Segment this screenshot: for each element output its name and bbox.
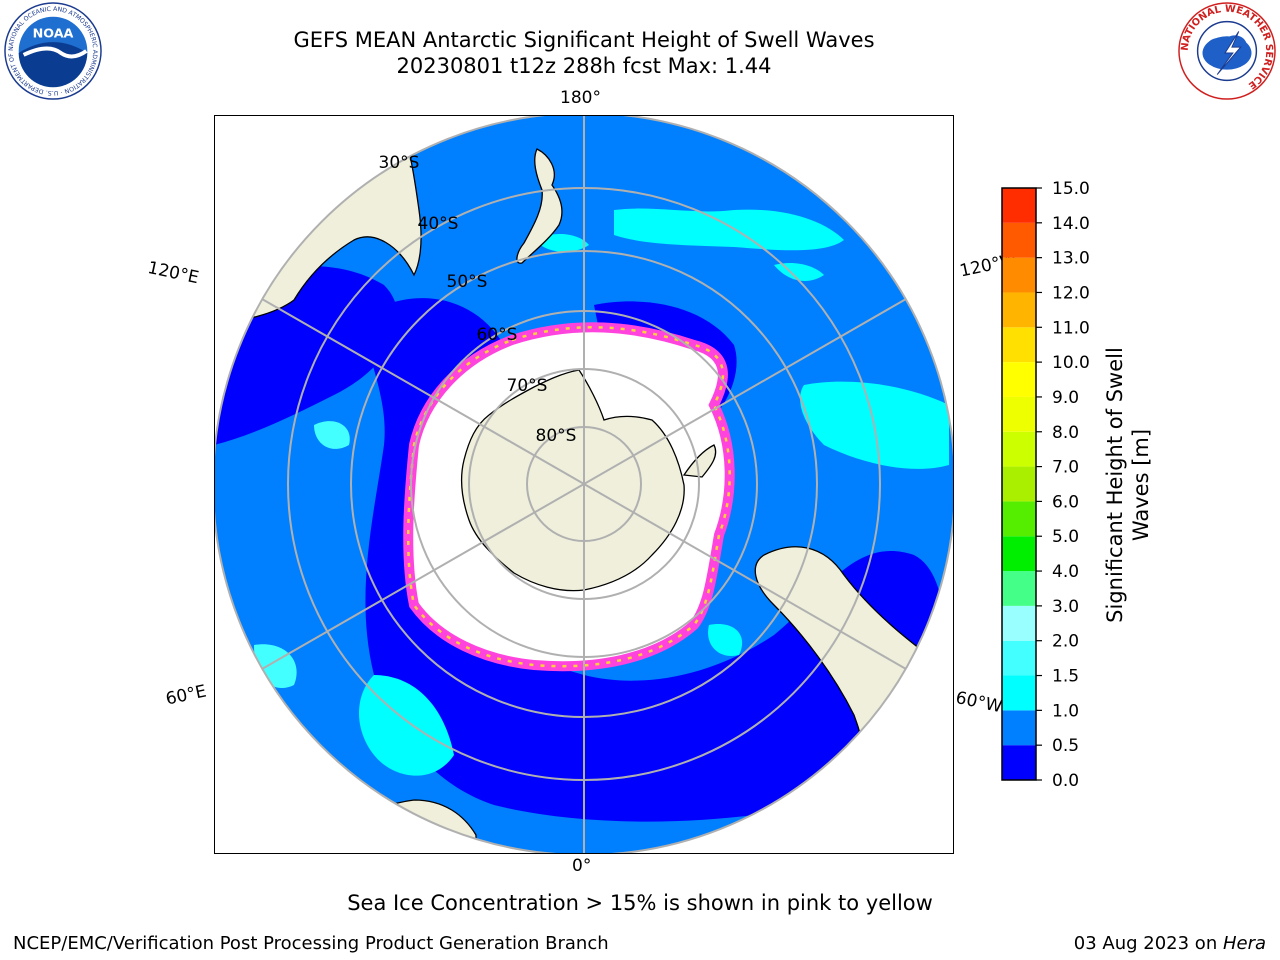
lat-label-40s: 40°S xyxy=(418,214,459,234)
lon-label-60e: 60°E xyxy=(164,681,209,710)
colorbar-band xyxy=(1002,605,1036,641)
colorbar: 0.0 0.5 1.0 1.5 2.0 3.0 4.0 5.0 6.0 7.0 8.0 9.0 10.0… xyxy=(1001,179,1090,791)
colorbar-tick-label: 7.0 xyxy=(1052,458,1079,478)
colorbar-tick-label: 4.0 xyxy=(1052,562,1079,582)
sea-ice-caption: Sea Ice Concentration > 15% is shown in … xyxy=(347,891,933,915)
lat-label-60s: 60°S xyxy=(477,325,518,345)
colorbar-tick-label: 15.0 xyxy=(1052,179,1090,199)
lon-label-180: 180° xyxy=(560,88,601,108)
lat-label-30s: 30°S xyxy=(379,153,420,173)
colorbar-tick-label: 3.0 xyxy=(1052,597,1079,617)
colorbar-label-line2: Waves [m] xyxy=(1129,428,1153,542)
colorbar-tick-label: 2.0 xyxy=(1052,632,1079,652)
polar-map: 30°S 40°S 50°S 60°S 70°S 80°S xyxy=(214,115,954,854)
chart-subtitle: 20230801 t12z 288h fcst Max: 1.44 xyxy=(396,54,772,78)
lat-label-80s: 80°S xyxy=(536,426,577,446)
colorbar-tick-label: 11.0 xyxy=(1052,318,1090,338)
colorbar-tick-label: 5.0 xyxy=(1052,527,1079,547)
colorbar-tick-label: 14.0 xyxy=(1052,214,1090,234)
footer-date: 03 Aug 2023 on Hera xyxy=(1074,933,1266,954)
colorbar-tick-label: 10.0 xyxy=(1052,353,1090,373)
footer-credit: NCEP/EMC/Verification Post Processing Pr… xyxy=(13,933,609,954)
noaa-logo-icon: NATIONAL OCEANIC AND ATMOSPHERIC ADMINIS… xyxy=(4,2,102,100)
low-swell-region xyxy=(364,298,944,822)
graticule xyxy=(214,115,954,854)
colorbar-label: Significant Height of Swell Waves [m] xyxy=(1102,315,1154,655)
colorbar-tick-label: 1.5 xyxy=(1052,667,1079,687)
colorbar-band xyxy=(1002,327,1036,363)
colorbar-label-line1: Significant Height of Swell xyxy=(1103,347,1127,623)
lon-label-0: 0° xyxy=(572,856,592,876)
nws-logo-icon: NATIONAL WEATHER SERVICE xyxy=(1178,2,1276,100)
colorbar-band xyxy=(1002,466,1036,502)
colorbar-tick-label: 0.5 xyxy=(1052,736,1079,756)
colorbar-tick-label: 13.0 xyxy=(1052,249,1090,269)
colorbar-band xyxy=(1002,292,1036,328)
antarctica-land xyxy=(460,369,685,592)
colorbar-band xyxy=(1002,640,1036,676)
footer-host: Hera xyxy=(1222,933,1266,954)
colorbar-band xyxy=(1002,710,1036,746)
footer-date-text: 03 Aug 2023 on xyxy=(1073,933,1223,954)
lat-label-70s: 70°S xyxy=(507,376,548,396)
colorbar-band xyxy=(1002,571,1036,606)
colorbar-band xyxy=(1002,501,1036,537)
colorbar-tick-label: 9.0 xyxy=(1052,388,1079,408)
chart-title: GEFS MEAN Antarctic Significant Height o… xyxy=(293,28,875,52)
colorbar-tick-label: 6.0 xyxy=(1052,492,1079,512)
colorbar-tick-label: 1.0 xyxy=(1052,701,1079,721)
colorbar-band xyxy=(1002,396,1036,432)
noaa-logo-text: NOAA xyxy=(33,26,74,41)
colorbar-tick-label: 0.0 xyxy=(1052,771,1079,791)
colorbar-band xyxy=(1002,536,1036,572)
colorbar-band xyxy=(1002,745,1036,780)
colorbar-band xyxy=(1002,188,1036,223)
colorbar-tick-label: 8.0 xyxy=(1052,423,1079,443)
colorbar-band xyxy=(1002,257,1036,293)
lon-label-60w: 60°W xyxy=(953,688,1004,718)
colorbar-band xyxy=(1002,222,1036,258)
lon-label-120e: 120°E xyxy=(145,258,201,289)
colorbar-band xyxy=(1002,362,1036,397)
colorbar-band xyxy=(1002,675,1036,711)
colorbar-band xyxy=(1002,431,1036,467)
lat-label-50s: 50°S xyxy=(447,272,488,292)
colorbar-tick-label: 12.0 xyxy=(1052,283,1090,303)
